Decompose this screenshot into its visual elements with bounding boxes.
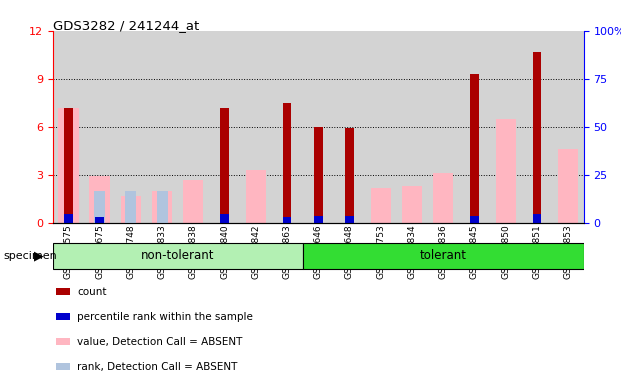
Text: ▶: ▶ [34, 250, 43, 263]
Text: specimen: specimen [3, 251, 57, 261]
Bar [470, 74, 479, 223]
Bar [156, 191, 168, 223]
Bar [433, 173, 453, 223]
Bar [345, 128, 354, 223]
Text: rank, Detection Call = ABSENT: rank, Detection Call = ABSENT [77, 362, 237, 372]
Bar [152, 191, 172, 223]
Bar [533, 214, 542, 223]
Bar [345, 217, 354, 223]
Bar [120, 195, 141, 223]
Bar [314, 217, 323, 223]
Bar [283, 103, 291, 223]
Bar [64, 214, 73, 223]
Bar [125, 191, 137, 223]
Text: tolerant: tolerant [420, 249, 467, 262]
Bar [94, 191, 105, 223]
Text: count: count [77, 287, 107, 297]
Bar [496, 119, 516, 223]
Text: GDS3282 / 241244_at: GDS3282 / 241244_at [53, 19, 199, 32]
Bar [470, 216, 479, 223]
Bar [58, 108, 78, 223]
Bar [314, 127, 323, 223]
Bar [220, 214, 229, 223]
Text: value, Detection Call = ABSENT: value, Detection Call = ABSENT [77, 337, 242, 347]
Bar [402, 186, 422, 223]
Bar [283, 217, 291, 223]
Bar [64, 108, 73, 223]
Bar [558, 149, 578, 223]
Bar [371, 187, 391, 223]
Bar [246, 170, 266, 223]
Text: percentile rank within the sample: percentile rank within the sample [77, 312, 253, 322]
Text: non-tolerant: non-tolerant [141, 249, 214, 262]
Bar [533, 51, 542, 223]
Bar [53, 243, 302, 269]
Bar [89, 176, 110, 223]
Bar [220, 108, 229, 223]
Bar [95, 217, 104, 223]
Bar [302, 243, 584, 269]
Bar [183, 180, 204, 223]
